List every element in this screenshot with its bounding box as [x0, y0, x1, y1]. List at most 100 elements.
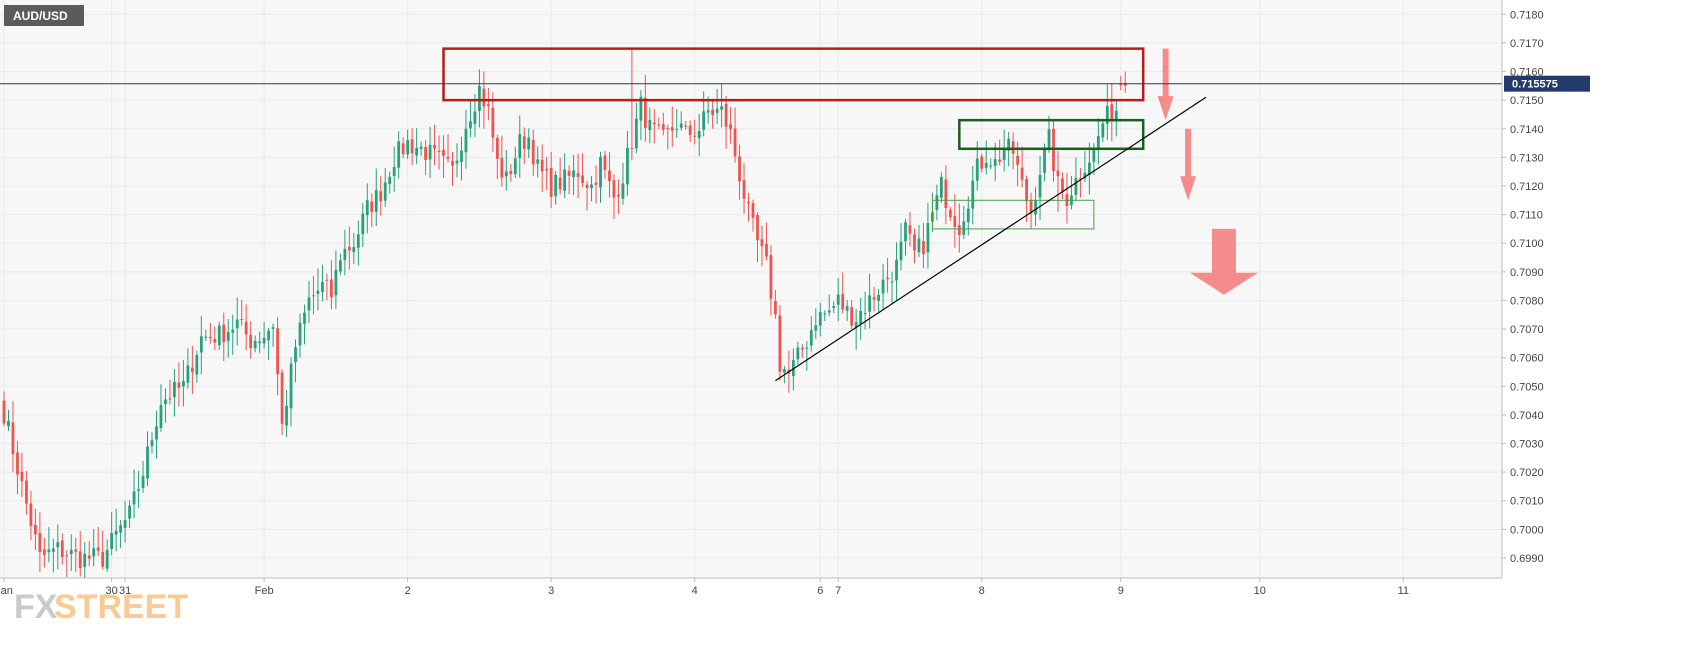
candle [679, 111, 683, 131]
candle [491, 92, 495, 152]
candle [451, 152, 454, 186]
candle [119, 519, 123, 549]
candle [334, 250, 338, 310]
candle [321, 264, 324, 302]
y-tick-label: 0.7040 [1510, 410, 1544, 422]
candle-body [926, 222, 930, 253]
candle-body [415, 147, 419, 156]
candle-body [742, 180, 746, 199]
candle [729, 107, 732, 144]
candle [702, 91, 706, 137]
candle [827, 294, 831, 317]
candle-body [729, 124, 732, 130]
grid-lines [0, 0, 1502, 578]
candle [621, 162, 625, 205]
candle-body [182, 381, 185, 387]
candle [204, 329, 208, 341]
candle [289, 357, 293, 427]
candle-body [1047, 129, 1051, 148]
candle-body [1043, 147, 1046, 173]
candle [1114, 101, 1118, 137]
candle-body [715, 108, 719, 113]
candle-body [738, 156, 741, 182]
candle-body [168, 398, 172, 400]
watermark-fx: FX [14, 588, 58, 626]
candle [146, 431, 149, 486]
candle-body [612, 180, 616, 198]
candle [1119, 75, 1123, 91]
candle [558, 157, 562, 195]
candle [280, 369, 284, 435]
candle [760, 225, 764, 267]
candle-body [693, 135, 697, 137]
candle-body [271, 327, 275, 329]
candle [20, 452, 24, 498]
candle [809, 316, 813, 352]
candle-body [774, 301, 777, 315]
candles [2, 48, 1127, 578]
symbol-badge[interactable]: AUD/USD [4, 5, 84, 26]
candle-body [1083, 172, 1087, 179]
candle-body [491, 107, 495, 138]
candle-body [881, 279, 885, 294]
candle-body [899, 241, 903, 261]
candle-body [621, 183, 625, 199]
candle [661, 112, 665, 136]
candle-body [298, 322, 302, 346]
candle-body [603, 155, 607, 170]
candle-body [96, 547, 100, 551]
candle-body [473, 111, 477, 124]
candle-body [935, 195, 939, 210]
trendline [775, 96, 1207, 382]
candle-body [464, 128, 468, 153]
candle-body [478, 86, 481, 111]
candle [464, 109, 468, 169]
candle [984, 140, 988, 175]
candle [594, 165, 598, 204]
candle-body [599, 156, 602, 188]
candle [599, 151, 602, 203]
y-tick-label: 0.7020 [1510, 467, 1544, 479]
candle-body [572, 170, 575, 178]
candle-body [868, 295, 872, 312]
candle [159, 384, 163, 432]
candle [590, 176, 593, 202]
down-arrow-icon [1157, 48, 1174, 121]
candle-body [823, 313, 827, 315]
candle [29, 490, 33, 541]
candle [854, 309, 858, 350]
candle [316, 268, 320, 311]
candle [455, 143, 459, 178]
candle-body [262, 337, 266, 344]
candle [442, 135, 445, 178]
candle [182, 359, 185, 407]
candle-body [159, 405, 163, 428]
candle-body [38, 533, 42, 553]
candle-body [177, 382, 181, 388]
candle [585, 180, 589, 211]
x-tick-label: 10 [1254, 585, 1266, 597]
candle-body [805, 347, 809, 349]
candle-body [1016, 155, 1020, 165]
candle [186, 348, 190, 389]
down-arrow-icon [1180, 128, 1197, 201]
x-tick-label: 3 [548, 585, 554, 597]
x-tick-label: Jan [0, 585, 13, 597]
candle-body [626, 147, 629, 185]
candle-body [1020, 167, 1024, 180]
candle-body [998, 159, 1002, 162]
candle-body [567, 170, 571, 176]
candle-body [617, 194, 620, 197]
candle-body [531, 140, 535, 165]
candle-body [123, 519, 127, 528]
candle [935, 184, 939, 221]
candle-body [190, 367, 194, 373]
y-tick-label: 0.7030 [1510, 439, 1544, 451]
candle [415, 128, 419, 164]
candle-body [289, 363, 293, 409]
candle-body [1092, 148, 1096, 162]
candle [814, 308, 818, 340]
candle [863, 291, 867, 330]
